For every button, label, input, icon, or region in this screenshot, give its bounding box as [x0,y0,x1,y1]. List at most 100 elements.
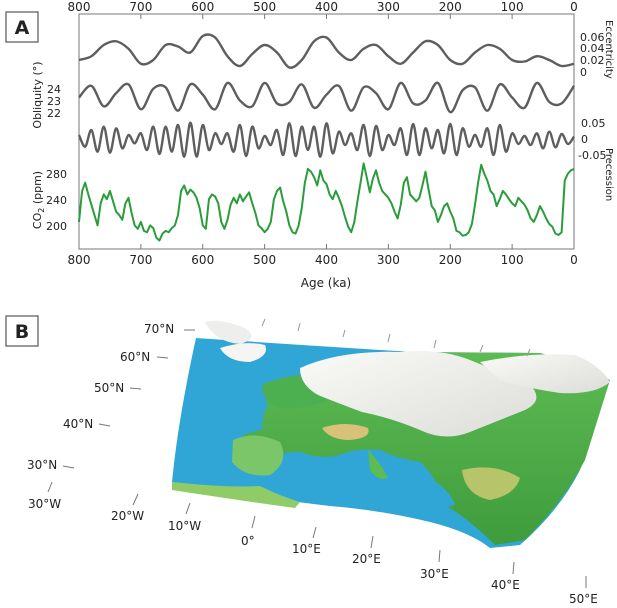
panel-b: B 70°N 60°N 50°N 40°N [5,315,610,606]
grid-tick [479,344,484,353]
grid-tick [342,329,346,338]
obliquity-axis: 24 23 22 Obliquity (°) [31,61,61,128]
lat-tick [156,356,169,359]
co2-line [78,162,575,242]
panel-a-letter: A [15,17,30,39]
anatolia [462,467,520,500]
x-tick-label: 100 [501,0,524,14]
lat-label: 50°N [94,381,124,395]
precession-series [77,121,575,158]
alps [322,424,369,440]
x-tick-label: 800 [68,0,91,14]
lon-tick [47,481,53,493]
grid-tick [526,348,531,357]
x-tick-label: 0 [570,0,578,14]
x-tick-label: 700 [129,253,152,267]
lon-label: 20°W [111,509,144,523]
obliquity-line [78,81,576,114]
fennoscandian-ice-sheet [300,351,537,437]
lat-tick [62,465,75,469]
ecc-tick-label: 0.02 [580,54,605,67]
x-tick-label: 300 [377,0,400,14]
mediterranean-sea [290,457,455,510]
lat-tick [98,423,111,427]
prec-tick-label: 0 [581,133,588,146]
lon-tick [438,549,441,563]
ecc-tick-label: 0.06 [580,31,605,44]
lon-tick [251,515,256,529]
obliquity-series [78,81,576,114]
co2-tick-label: 240 [46,194,67,207]
x-tick-label: 200 [439,0,462,14]
lon-tick [370,535,374,549]
obl-tick-label: 22 [47,107,61,120]
grid-tick [433,339,437,349]
greenland-ice [205,320,252,344]
obliquity-label: Obliquity (°) [31,61,44,128]
eccentricity-series [78,33,575,69]
co2-tick-label: 280 [46,168,67,181]
x-tick-label: 400 [315,253,338,267]
x-tick-label: 600 [191,0,214,14]
panel-a-letter-box [5,11,39,43]
lon-label: 20°E [352,552,381,566]
grid-tick [387,333,391,343]
x-tick-label: 300 [377,253,400,267]
eccentricity-line [78,33,575,69]
ecc-tick-label: 0 [580,66,587,79]
eccentricity-label: Eccentricity [603,20,614,79]
panel-a: A 800 700 600 500 400 300 200 100 0 800 700 600 500… [5,0,614,290]
x-ticks-bottom: 800 700 600 500 400 300 200 100 0 [68,244,578,267]
lon-label: 10°W [168,519,201,533]
lat-label: 70°N [144,322,174,336]
co2-axis: 280 240 200 CO2 (ppm) [31,168,67,233]
eccentricity-axis: 0.06 0.04 0.02 0 Eccentricity [580,20,614,79]
obl-tick-label: 24 [47,83,61,96]
grid-edge-ticks [261,318,531,357]
x-tick-label: 200 [439,253,462,267]
lon-tick [185,502,191,515]
ecc-tick-label: 0.04 [580,42,605,55]
obl-tick-label: 23 [47,95,61,108]
x-tick-label: 100 [501,253,524,267]
lon-label: 0° [241,534,255,548]
arctic-ice [480,354,610,394]
x-tick-label: 400 [315,0,338,14]
lon-label: 40°E [491,578,520,592]
lon-label: 10°E [292,542,321,556]
longitude-labels: 30°W 20°W 10°W 0° 10°E 20°E 30°E 40°E 50… [28,481,598,606]
x-tick-label: 0 [570,253,578,267]
iberia [232,435,284,476]
lon-label: 50°E [569,592,598,606]
x-tick-label: 700 [129,0,152,14]
lat-label: 60°N [120,350,150,364]
x-tick-label: 800 [68,253,91,267]
grid-tick [297,322,301,332]
lon-label: 30°W [28,497,61,511]
iceland-ice [220,343,266,362]
precession-label: Precession [603,148,614,201]
panel-b-letter: B [15,321,29,343]
co2-label: CO2 (ppm) [31,171,46,229]
precession-axis: 0.05 0 -0.05 Precession [578,117,614,201]
lat-label: 30°N [27,458,57,472]
lon-tick [132,493,139,506]
x-tick-label: 600 [191,253,214,267]
x-tick-label: 500 [253,253,276,267]
italy [368,450,388,479]
lat-label: 40°N [63,417,93,431]
lon-tick [512,561,515,575]
prec-tick-label: -0.05 [578,149,606,162]
lon-tick [312,526,317,539]
latitude-labels: 70°N 60°N 50°N 40°N 30°N [27,322,195,472]
x-tick-label: 500 [253,0,276,14]
prec-tick-label: 0.05 [581,117,606,130]
co2-tick-label: 200 [46,220,67,233]
precession-line [77,121,575,158]
north-africa [172,482,300,508]
x-axis-label: Age (ka) [301,276,351,290]
co2-series [78,162,575,242]
lat-tick [129,387,142,390]
grid-tick [261,318,266,327]
